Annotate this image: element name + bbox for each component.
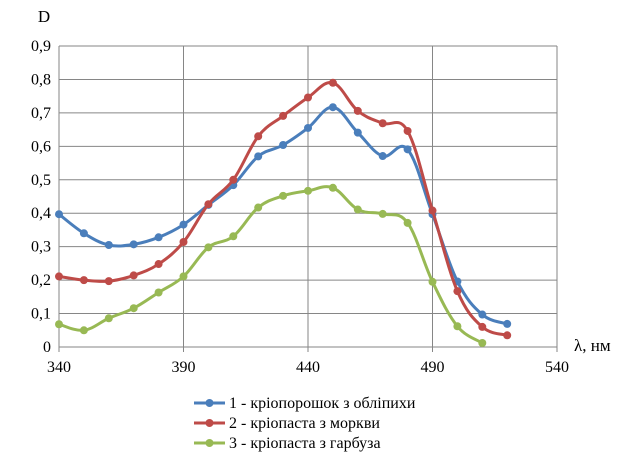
- x-tick-label: 540: [545, 359, 569, 376]
- y-tick-label: 0,6: [31, 138, 51, 155]
- data-point: [179, 237, 188, 246]
- data-point: [478, 338, 487, 347]
- data-point: [403, 218, 412, 227]
- data-point: [129, 304, 138, 313]
- data-point: [229, 175, 238, 184]
- data-point: [55, 272, 63, 281]
- y-tick-label: 0,4: [31, 205, 51, 222]
- series-1: [55, 103, 512, 328]
- y-tick-label: 0,1: [31, 306, 51, 323]
- series-line: [57, 185, 484, 345]
- legend-item: 2 - кріопаста з моркви: [194, 415, 380, 432]
- data-point: [453, 287, 462, 296]
- data-point: [328, 183, 337, 192]
- data-point: [254, 132, 263, 141]
- legend-label: 3 - кріопаста з гарбуза: [229, 435, 381, 452]
- data-point: [328, 78, 337, 87]
- data-point: [129, 271, 138, 280]
- data-point: [55, 210, 63, 219]
- legend-marker: [205, 419, 214, 427]
- data-point: [179, 272, 188, 281]
- legend-label: 2 - кріопаста з моркви: [229, 415, 380, 432]
- data-point: [129, 240, 138, 249]
- data-point: [478, 310, 487, 319]
- data-point: [55, 320, 63, 329]
- y-tick-label: 0,2: [31, 272, 51, 289]
- data-point: [79, 276, 88, 285]
- legend-label: 1 - кріопорошок з обліпихи: [229, 395, 416, 412]
- data-point: [503, 331, 512, 340]
- x-tick-label: 390: [172, 359, 196, 376]
- axes: [58, 46, 558, 352]
- data-point: [304, 123, 312, 132]
- data-point: [304, 93, 312, 102]
- data-point: [453, 322, 462, 331]
- data-point: [79, 326, 88, 335]
- data-point: [229, 232, 238, 241]
- data-point: [104, 240, 113, 249]
- data-point: [104, 277, 113, 286]
- data-point: [428, 206, 437, 215]
- y-tick-label: 0,9: [31, 38, 51, 55]
- y-tick-label: 0,5: [31, 172, 51, 189]
- data-point: [353, 205, 362, 214]
- data-point: [378, 119, 387, 128]
- legend-item: 1 - кріопорошок з обліпихи: [194, 395, 416, 412]
- x-tick-label: 340: [47, 359, 71, 376]
- data-point: [204, 243, 213, 252]
- legend-marker: [205, 399, 214, 407]
- data-point: [304, 186, 312, 195]
- data-point: [428, 277, 437, 286]
- data-point: [254, 203, 263, 212]
- data-point: [104, 314, 113, 323]
- y-tick-label: 0,8: [31, 71, 51, 88]
- y-axis-title: D: [38, 7, 50, 26]
- data-point: [154, 260, 163, 269]
- series-lines: [55, 78, 512, 347]
- data-point: [204, 200, 213, 209]
- data-point: [154, 233, 163, 242]
- x-axis-title: λ, нм: [574, 336, 611, 355]
- series-line: [57, 105, 509, 326]
- series-2: [55, 78, 512, 340]
- y-tick-label: 0,7: [31, 105, 51, 122]
- y-tick-label: 0: [43, 339, 51, 356]
- data-point: [353, 106, 362, 115]
- data-point: [478, 322, 487, 331]
- data-point: [403, 145, 412, 154]
- data-point: [503, 319, 512, 328]
- legend: 1 - кріопорошок з обліпихи 2 - кріопаста …: [194, 395, 416, 452]
- data-point: [328, 103, 337, 112]
- data-point: [353, 128, 362, 137]
- data-point: [279, 140, 288, 149]
- tick-labels: 0 0,1 0,2 0,3 0,4 0,5 0,6 0,7 0,8 0,9 340 390 440 490…: [31, 38, 569, 376]
- data-point: [254, 152, 263, 161]
- y-tick-label: 0,3: [31, 239, 51, 256]
- data-point: [279, 191, 288, 200]
- legend-item: 3 - кріопаста з гарбуза: [194, 435, 381, 452]
- x-tick-label: 440: [296, 359, 320, 376]
- legend-marker: [205, 439, 214, 447]
- data-point: [378, 209, 387, 218]
- series-3: [55, 183, 487, 347]
- data-point: [403, 126, 412, 135]
- data-point: [179, 220, 188, 229]
- data-point: [154, 288, 163, 297]
- grid-lines: [59, 45, 558, 347]
- data-point: [79, 229, 88, 238]
- data-point: [279, 111, 288, 120]
- x-tick-label: 490: [421, 359, 445, 376]
- data-point: [378, 152, 387, 161]
